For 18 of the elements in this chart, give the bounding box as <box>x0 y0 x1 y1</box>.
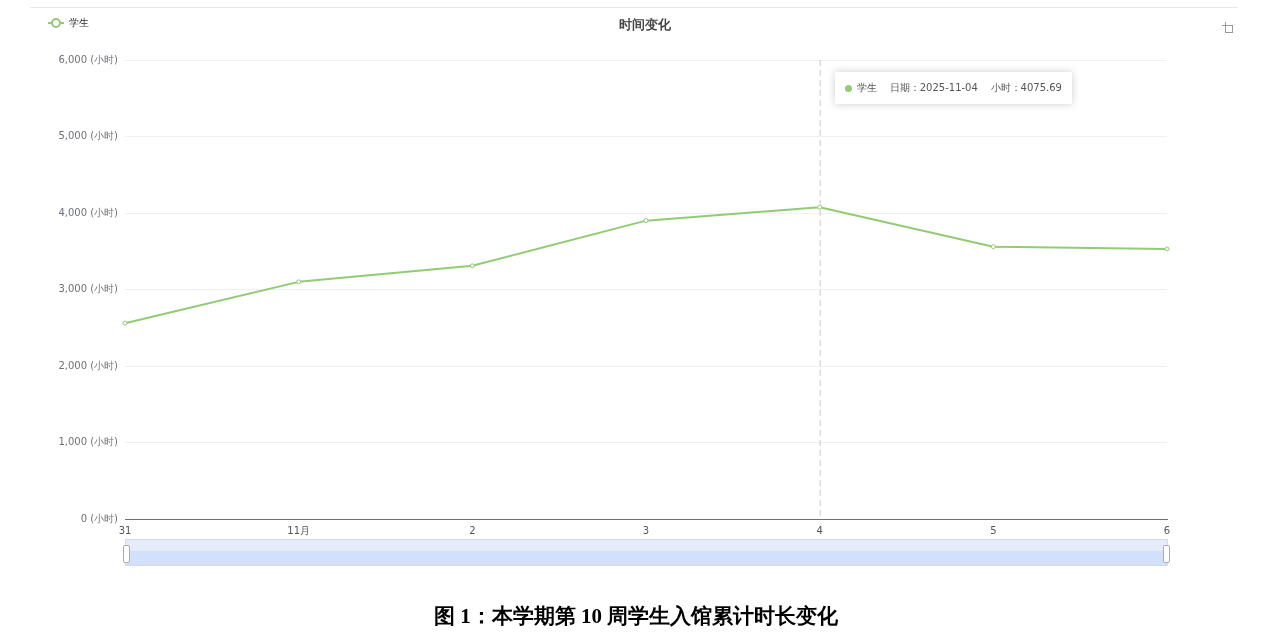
x-tick-label: 5 <box>990 524 997 536</box>
y-tick-label: 5,000 (小时) <box>58 130 119 142</box>
x-tick-label: 6 <box>1163 524 1171 536</box>
legend-label: 学生 <box>69 16 89 28</box>
y-tick-label: 2,000 (小时) <box>58 359 119 371</box>
x-tick-label: 11月 <box>287 524 311 536</box>
x-tick-label: 4 <box>816 524 823 536</box>
y-tick-label: 6,000 (小时) <box>58 53 119 65</box>
y-tick-label: 3,000 (小时) <box>58 283 119 295</box>
chart-title: 时间变化 <box>619 17 672 33</box>
y-tick-label: 1,000 (小时) <box>58 436 119 448</box>
caption: 图 1：本学期第 10 周学生入馆累计时长变化 <box>433 604 840 629</box>
y-tick-label: 0 (小时) <box>80 512 119 524</box>
x-tick-label: 2 <box>469 524 476 536</box>
y-tick-label: 4,000 (小时) <box>58 206 119 218</box>
annotation: 学生 日期：2025-11-04 小时：4075.69 <box>857 81 1062 95</box>
x-tick-label: 3 <box>642 524 650 536</box>
x-tick-label: 31 <box>118 524 132 536</box>
